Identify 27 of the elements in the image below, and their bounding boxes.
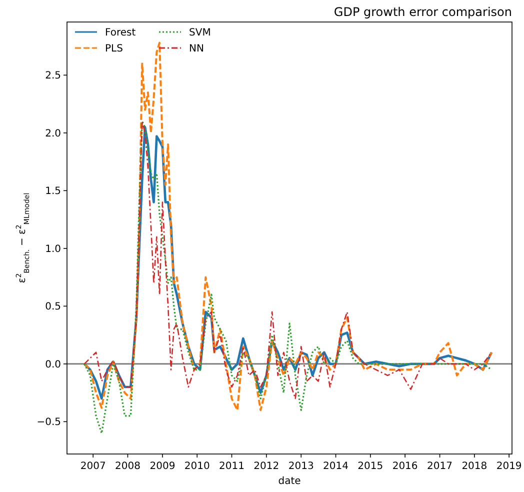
- x-tick-label: 2014: [323, 461, 348, 472]
- x-tick-label: 2017: [427, 461, 453, 472]
- x-tick-label: 2015: [358, 461, 384, 472]
- x-tick-label: 2019: [496, 461, 522, 472]
- y-tick-label: 0.5: [45, 302, 61, 313]
- x-axis-title: date: [278, 476, 301, 487]
- y-tick-label: 0.0: [45, 359, 61, 370]
- x-tick-label: 2011: [219, 461, 244, 472]
- legend-label: PLS: [105, 44, 123, 54]
- legend-label: SVM: [189, 28, 211, 38]
- x-tick-label: 2012: [254, 461, 280, 472]
- legend-label: NN: [189, 44, 204, 54]
- x-tick-label: 2013: [288, 461, 314, 472]
- x-tick-label: 2016: [392, 461, 418, 472]
- y-tick-label: 2.0: [45, 128, 61, 140]
- line-series: [83, 42, 493, 412]
- x-tick-label: 2008: [115, 461, 140, 472]
- x-tick-label: 2018: [462, 461, 488, 472]
- y-tick-label: 1.5: [45, 186, 61, 198]
- x-tick-label: 2007: [80, 461, 106, 472]
- x-tick-label: 2009: [150, 461, 176, 472]
- chart-title: GDP growth error comparison: [334, 5, 512, 19]
- x-tick-label: 2010: [184, 461, 210, 472]
- y-tick-label: 1.0: [45, 244, 61, 255]
- y-tick-label: −0.5: [36, 417, 61, 428]
- y-tick-label: 2.5: [45, 70, 61, 82]
- legend-label: Forest: [105, 28, 136, 38]
